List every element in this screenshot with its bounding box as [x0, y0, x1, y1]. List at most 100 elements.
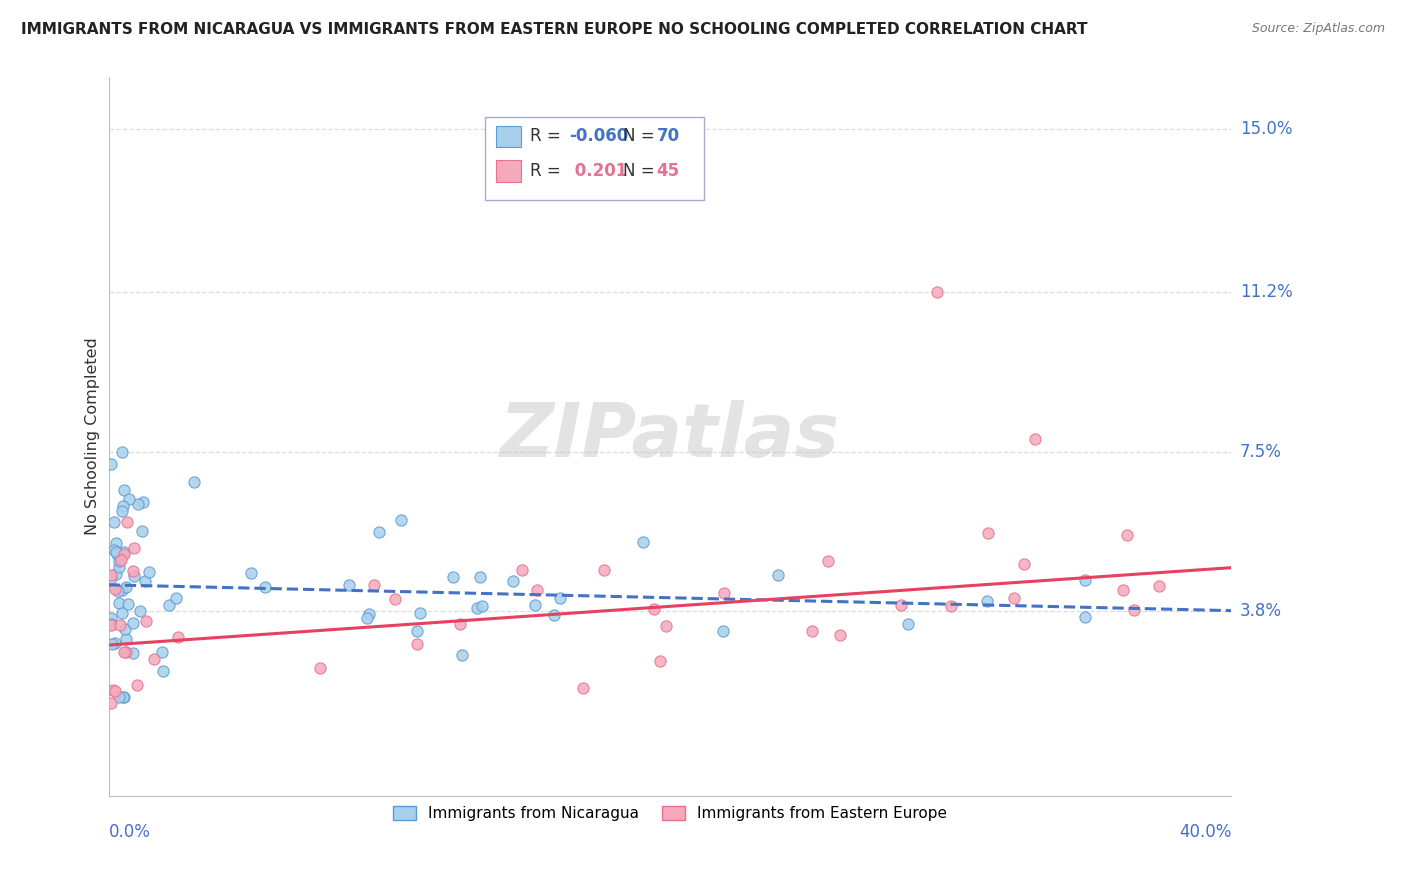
Point: [828, 628, 851, 642]
Point: [100, 458, 122, 472]
Point: [526, 583, 548, 598]
Point: [101, 638, 124, 652]
Point: [100, 611, 122, 625]
Point: [939, 599, 962, 614]
Point: [502, 574, 524, 588]
Point: [112, 499, 135, 513]
Point: [110, 553, 132, 567]
Text: 7.5%: 7.5%: [1240, 442, 1282, 460]
Point: [125, 678, 148, 692]
Point: [124, 541, 146, 556]
Bar: [496, 160, 520, 182]
Point: [451, 648, 474, 663]
Point: [108, 690, 131, 704]
Point: [1012, 557, 1035, 571]
Point: [890, 598, 912, 612]
Point: [817, 554, 839, 568]
Point: [167, 630, 190, 644]
Point: [100, 567, 122, 582]
Point: [114, 645, 136, 659]
Text: 0.201: 0.201: [569, 161, 627, 180]
Point: [543, 608, 565, 623]
Point: [122, 565, 145, 579]
Point: [152, 645, 174, 659]
Text: 11.2%: 11.2%: [1240, 284, 1292, 301]
Point: [112, 645, 135, 659]
Point: [104, 684, 127, 698]
Point: [103, 543, 125, 558]
Point: [101, 682, 124, 697]
Text: ZIPatlas: ZIPatlas: [501, 400, 839, 473]
Point: [112, 483, 135, 497]
Point: [135, 614, 157, 628]
Point: [368, 525, 391, 540]
Point: [108, 618, 131, 632]
Point: [897, 617, 920, 632]
Point: [465, 601, 488, 615]
Point: [1074, 573, 1097, 587]
Text: 40.0%: 40.0%: [1180, 823, 1232, 841]
Point: [468, 569, 491, 583]
Point: [1112, 583, 1135, 598]
Point: [152, 664, 174, 678]
Point: [550, 591, 572, 605]
Point: [976, 594, 998, 608]
Point: [363, 578, 385, 592]
Point: [470, 599, 492, 613]
Point: [1024, 432, 1046, 446]
Point: [800, 624, 823, 638]
Text: 70: 70: [657, 128, 679, 145]
Point: [138, 565, 160, 579]
Point: [925, 285, 948, 300]
Text: -0.060: -0.060: [569, 128, 628, 145]
Point: [122, 646, 145, 660]
Point: [121, 615, 143, 630]
Point: [111, 606, 134, 620]
Point: [131, 524, 153, 538]
Point: [711, 624, 734, 639]
Point: [406, 637, 429, 651]
Point: [127, 497, 149, 511]
Point: [524, 598, 547, 612]
Point: [1002, 591, 1025, 606]
Point: [441, 570, 464, 584]
Text: 3.8%: 3.8%: [1240, 601, 1282, 620]
Point: [308, 661, 330, 675]
Point: [768, 568, 790, 582]
Point: [104, 566, 127, 581]
Point: [103, 515, 125, 529]
Point: [389, 512, 412, 526]
Point: [112, 545, 135, 559]
Point: [115, 580, 138, 594]
Point: [713, 585, 735, 599]
Point: [108, 596, 131, 610]
Point: [111, 690, 134, 704]
Point: [655, 619, 678, 633]
Text: R =: R =: [530, 161, 565, 180]
Point: [384, 592, 406, 607]
Point: [408, 606, 430, 620]
Text: R =: R =: [530, 128, 565, 145]
Point: [510, 563, 533, 577]
Point: [122, 569, 145, 583]
Point: [103, 582, 125, 597]
Text: IMMIGRANTS FROM NICARAGUA VS IMMIGRANTS FROM EASTERN EUROPE NO SCHOOLING COMPLET: IMMIGRANTS FROM NICARAGUA VS IMMIGRANTS …: [21, 22, 1088, 37]
Point: [240, 566, 263, 580]
Point: [1116, 527, 1139, 541]
Point: [103, 636, 125, 650]
Point: [104, 545, 127, 559]
Point: [572, 681, 595, 695]
Point: [111, 582, 134, 597]
Point: [115, 515, 138, 529]
Point: [337, 578, 360, 592]
Text: 0.0%: 0.0%: [108, 823, 150, 841]
Point: [105, 547, 128, 561]
Point: [115, 632, 138, 646]
Point: [157, 599, 180, 613]
Point: [108, 559, 131, 574]
Point: [114, 622, 136, 636]
Point: [1122, 602, 1144, 616]
Point: [357, 607, 380, 621]
Y-axis label: No Schooling Completed: No Schooling Completed: [86, 337, 100, 535]
Point: [643, 602, 665, 616]
